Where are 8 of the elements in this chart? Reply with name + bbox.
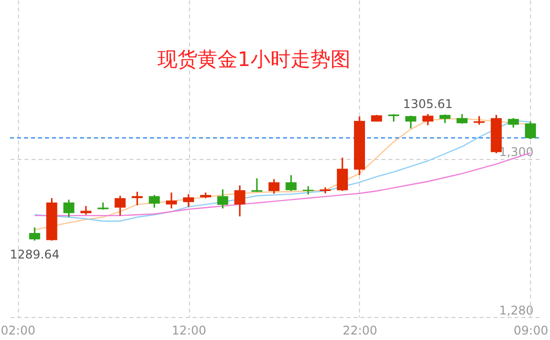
x-tick-label: 02:00 xyxy=(0,324,36,338)
text: 现货黄金1小时走势图 xyxy=(158,47,350,71)
y-tick-label: 1,280 xyxy=(499,304,534,318)
x-tick-label: 22:00 xyxy=(342,324,378,338)
x-tick-label: 09:00 xyxy=(514,324,548,338)
annotation: 1289.64 xyxy=(10,248,60,262)
annotation: 1305.61 xyxy=(403,97,453,112)
x-tick-label: 12:00 xyxy=(172,324,206,338)
